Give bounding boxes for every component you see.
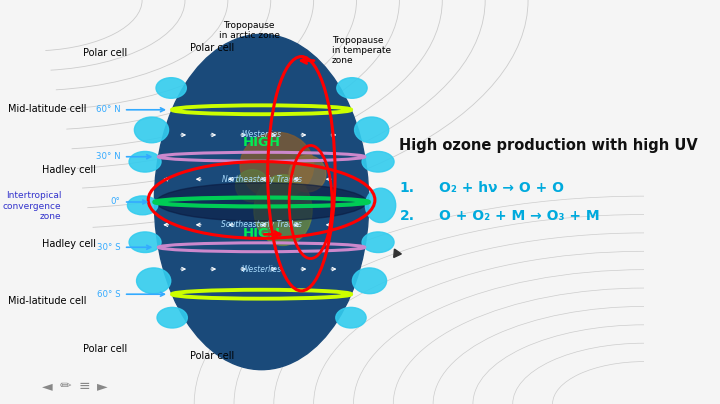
Ellipse shape	[254, 175, 312, 245]
Text: ◄: ◄	[42, 379, 53, 393]
Ellipse shape	[362, 152, 394, 172]
Text: 30° S: 30° S	[97, 243, 121, 252]
Ellipse shape	[337, 78, 367, 98]
Ellipse shape	[156, 78, 186, 98]
Ellipse shape	[362, 232, 394, 252]
Ellipse shape	[129, 152, 161, 172]
Ellipse shape	[289, 156, 326, 192]
Text: Southeasterly Trades: Southeasterly Trades	[221, 220, 302, 229]
Text: Hadley cell: Hadley cell	[42, 240, 96, 249]
Ellipse shape	[127, 196, 158, 215]
Text: Hadley cell: Hadley cell	[42, 165, 96, 175]
Text: ►: ►	[97, 379, 107, 393]
Text: 60° S: 60° S	[97, 290, 121, 299]
Text: O₂ + hν → O + O: O₂ + hν → O + O	[439, 181, 564, 195]
Text: Polar cell: Polar cell	[190, 44, 235, 53]
Ellipse shape	[235, 170, 269, 202]
Text: Polar cell: Polar cell	[83, 345, 127, 354]
Text: Mid-latitude cell: Mid-latitude cell	[9, 296, 87, 306]
Ellipse shape	[157, 307, 187, 328]
Text: Polar cell: Polar cell	[190, 351, 235, 361]
Ellipse shape	[129, 232, 161, 252]
Text: HIGH: HIGH	[243, 227, 281, 240]
Text: Mid-latitude cell: Mid-latitude cell	[9, 104, 87, 114]
Text: Tropopause
in arctic zone: Tropopause in arctic zone	[219, 21, 280, 40]
Text: Polar cell: Polar cell	[83, 48, 127, 57]
Ellipse shape	[137, 268, 171, 294]
Ellipse shape	[336, 307, 366, 328]
Text: 1.: 1.	[400, 181, 415, 195]
Ellipse shape	[365, 188, 396, 223]
Ellipse shape	[156, 183, 366, 221]
Text: ✏: ✏	[60, 379, 71, 393]
Text: 2.: 2.	[400, 209, 415, 223]
Ellipse shape	[240, 132, 314, 199]
Text: O + O₂ + M → O₃ + M: O + O₂ + M → O₃ + M	[439, 209, 600, 223]
Text: 30° N: 30° N	[96, 152, 121, 161]
Ellipse shape	[354, 117, 389, 143]
Text: HIGH: HIGH	[243, 136, 281, 149]
Ellipse shape	[135, 117, 168, 143]
Text: Intertropical
convergence
zone: Intertropical convergence zone	[3, 191, 61, 221]
Text: 60° N: 60° N	[96, 105, 121, 114]
Text: Tropopause
in temperate
zone: Tropopause in temperate zone	[332, 36, 391, 65]
Ellipse shape	[154, 34, 369, 370]
Text: Westerlies: Westerlies	[241, 265, 282, 274]
Text: High ozone production with high UV: High ozone production with high UV	[400, 138, 698, 153]
Text: ≡: ≡	[78, 379, 90, 393]
Text: Westerlies: Westerlies	[241, 130, 282, 139]
Text: Northeasterly Trades: Northeasterly Trades	[222, 175, 302, 184]
Text: 0°: 0°	[111, 198, 121, 206]
Ellipse shape	[352, 268, 387, 294]
